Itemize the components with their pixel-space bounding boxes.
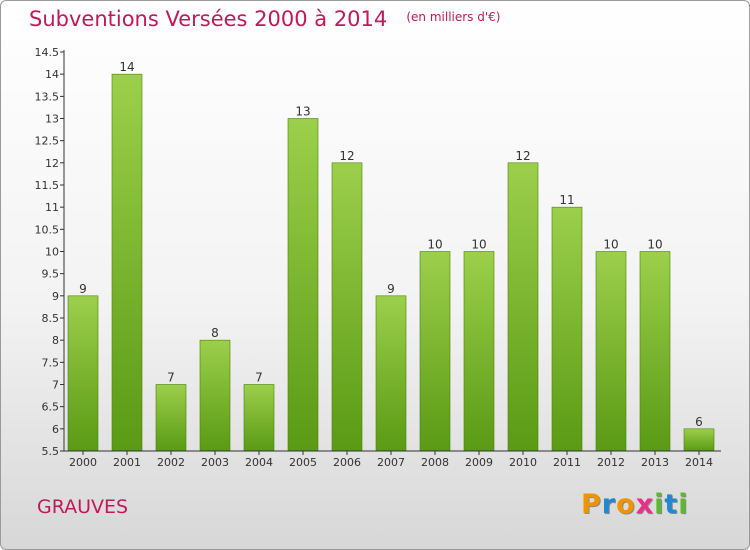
- x-tick-label-2008: 2008: [421, 456, 449, 469]
- data-label-2000: 9: [79, 282, 87, 296]
- chart-title: Subventions Versées 2000 à 2014: [29, 7, 388, 31]
- data-label-2014: 6: [695, 415, 703, 429]
- y-tick-label: 10: [45, 246, 59, 259]
- y-tick-label: 12: [45, 157, 59, 170]
- bar-2007: [375, 295, 407, 452]
- bar-2013: [639, 251, 671, 452]
- bar-2004: [243, 384, 275, 452]
- x-tick-label-2013: 2013: [641, 456, 669, 469]
- data-label-2001: 14: [119, 60, 134, 74]
- x-tick-label-2001: 2001: [113, 456, 141, 469]
- logo-letter: t: [664, 489, 679, 520]
- y-tick-label: 12.5: [35, 135, 60, 148]
- bar-2011: [551, 206, 583, 452]
- y-tick-label: 9: [52, 290, 59, 303]
- proxiti-logo: Proxiti: [581, 489, 689, 520]
- x-tick-label-2012: 2012: [597, 456, 625, 469]
- logo-letter: r: [601, 489, 617, 520]
- y-tick-label: 14.5: [35, 46, 60, 59]
- data-label-2012: 10: [603, 238, 618, 252]
- bars: 9 14 7 8 7 13 12 9 10 10 12 11 10 10 6: [67, 60, 715, 452]
- x-tick-label-2010: 2010: [509, 456, 537, 469]
- title-block: Subventions Versées 2000 à 2014 (en mill…: [29, 7, 500, 31]
- y-tick-label: 7.5: [42, 356, 60, 369]
- bar-2002: [155, 384, 187, 452]
- x-tick-label-2003: 2003: [201, 456, 229, 469]
- x-tick-label-2011: 2011: [553, 456, 581, 469]
- data-label-2011: 11: [559, 193, 574, 207]
- logo-letter: i: [654, 489, 665, 520]
- data-label-2006: 12: [339, 149, 354, 163]
- bar-2001: [111, 73, 143, 452]
- bar-2014: [683, 428, 715, 452]
- y-tick-label: 13: [45, 113, 59, 126]
- y-tick-label: 8.5: [42, 312, 60, 325]
- commune-name: GRAUVES: [37, 496, 129, 518]
- x-tick-label-2009: 2009: [465, 456, 493, 469]
- y-tick-label: 8: [52, 334, 59, 347]
- y-axis: 5.5 6 6.5 7 7.5 8 8.5 9 9.5 10 10.5 11 11.5 12 12.5 13 1…: [35, 46, 65, 458]
- y-tick-label: 11.5: [35, 179, 60, 192]
- x-tick-label-2002: 2002: [157, 456, 185, 469]
- y-tick-label: 7: [52, 379, 59, 392]
- logo-letter: i: [678, 489, 689, 520]
- y-tick-label: 6: [52, 423, 59, 436]
- bar-2003: [199, 339, 231, 452]
- x-axis: 2000 2001 2002 2003 2004 2005 2006 2007 2008 2009…: [64, 450, 721, 469]
- data-label-2007: 9: [387, 282, 395, 296]
- bar-2005: [287, 118, 319, 452]
- data-label-2004: 7: [255, 371, 263, 385]
- y-tick-label: 14: [45, 68, 59, 81]
- logo-letter: P: [581, 489, 602, 520]
- logo-letter: o: [616, 489, 636, 520]
- x-tick-label-2005: 2005: [289, 456, 317, 469]
- bar-2008: [419, 251, 451, 452]
- data-label-2003: 8: [211, 326, 219, 340]
- y-tick-label: 6.5: [42, 401, 60, 414]
- x-tick-label-2000: 2000: [69, 456, 97, 469]
- bar-2012: [595, 251, 627, 452]
- data-label-2002: 7: [167, 371, 175, 385]
- bar-2000: [67, 295, 99, 452]
- y-tick-label: 9.5: [42, 268, 60, 281]
- data-label-2009: 10: [471, 238, 486, 252]
- data-label-2010: 12: [515, 149, 530, 163]
- logo-letter: x: [635, 489, 655, 520]
- y-tick-label: 11: [45, 201, 59, 214]
- x-tick-label-2004: 2004: [245, 456, 273, 469]
- y-tick-label: 5.5: [42, 445, 60, 458]
- x-tick-label-2006: 2006: [333, 456, 361, 469]
- x-tick-label-2014: 2014: [685, 456, 713, 469]
- y-tick-label: 10.5: [35, 223, 60, 236]
- x-tick-label-2007: 2007: [377, 456, 405, 469]
- data-label-2008: 10: [427, 238, 442, 252]
- data-label-2005: 13: [295, 105, 310, 119]
- bar-2010: [507, 162, 539, 452]
- chart-subtitle: (en milliers d'€): [406, 10, 501, 24]
- y-tick-label: 13.5: [35, 90, 60, 103]
- bar-2009: [463, 251, 495, 452]
- data-label-2013: 10: [647, 238, 662, 252]
- bar-2006: [331, 162, 363, 452]
